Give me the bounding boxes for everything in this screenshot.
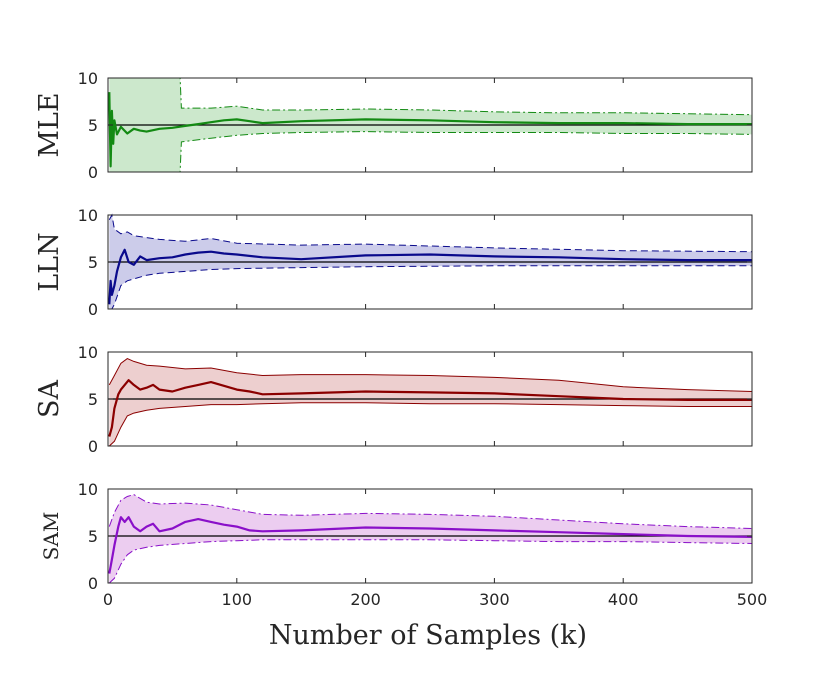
y-tick-label: 10	[78, 480, 98, 499]
x-tick-label: 200	[350, 590, 381, 609]
x-tick-label: 100	[222, 590, 253, 609]
confidence-band	[109, 358, 753, 446]
y-tick-label: 5	[88, 253, 98, 272]
y-tick-label: 5	[88, 527, 98, 546]
upper-bound-line	[108, 213, 753, 253]
y-tick-label: 10	[78, 343, 98, 362]
panel-lln: 0 5 10 LLN	[34, 206, 753, 319]
y-axis-label: LLN	[34, 232, 65, 291]
y-axis-label: SAM	[39, 512, 63, 561]
upper-bound-line	[109, 77, 753, 116]
y-tick-label: 10	[78, 69, 98, 88]
lower-bound-line	[109, 265, 752, 310]
y-tick-label: 0	[88, 163, 98, 182]
upper-bound-line	[108, 494, 753, 529]
y-tick-label: 0	[88, 300, 98, 319]
estimate-line	[108, 248, 752, 305]
upper-bound-line	[108, 358, 753, 392]
panel-sa: 0 5 10 SA	[34, 343, 753, 456]
y-axis-label: MLE	[34, 92, 65, 157]
x-tick-label: 500	[737, 590, 768, 609]
estimate-line	[108, 92, 752, 168]
y-tick-label: 0	[88, 574, 98, 593]
lower-bound-line	[108, 539, 753, 584]
lower-bound-line	[108, 402, 752, 447]
estimate-line	[108, 516, 753, 574]
confidence-band	[109, 494, 753, 583]
panel-sam: 0 5 10 SAM	[39, 480, 753, 593]
x-tick-label: 300	[479, 590, 510, 609]
y-tick-label: 5	[88, 390, 98, 409]
x-tick-labels: 0 100 200 300 400 500	[103, 590, 767, 609]
x-tick-label: 400	[608, 590, 639, 609]
y-axis-label: SA	[34, 380, 65, 418]
y-tick-label: 10	[78, 206, 98, 225]
lower-bound-line	[109, 131, 753, 173]
subplots: 0 5 10 MLE 0 5 10 LLN 0 5 10 SA 0 5 10 SAM	[34, 69, 753, 593]
panel-mle: 0 5 10 MLE	[34, 69, 753, 182]
estimate-line	[108, 379, 752, 437]
y-tick-label: 5	[88, 116, 98, 135]
y-tick-label: 0	[88, 437, 98, 456]
x-axis-label: Number of Samples (k)	[269, 620, 587, 651]
x-tick-label: 0	[103, 590, 113, 609]
